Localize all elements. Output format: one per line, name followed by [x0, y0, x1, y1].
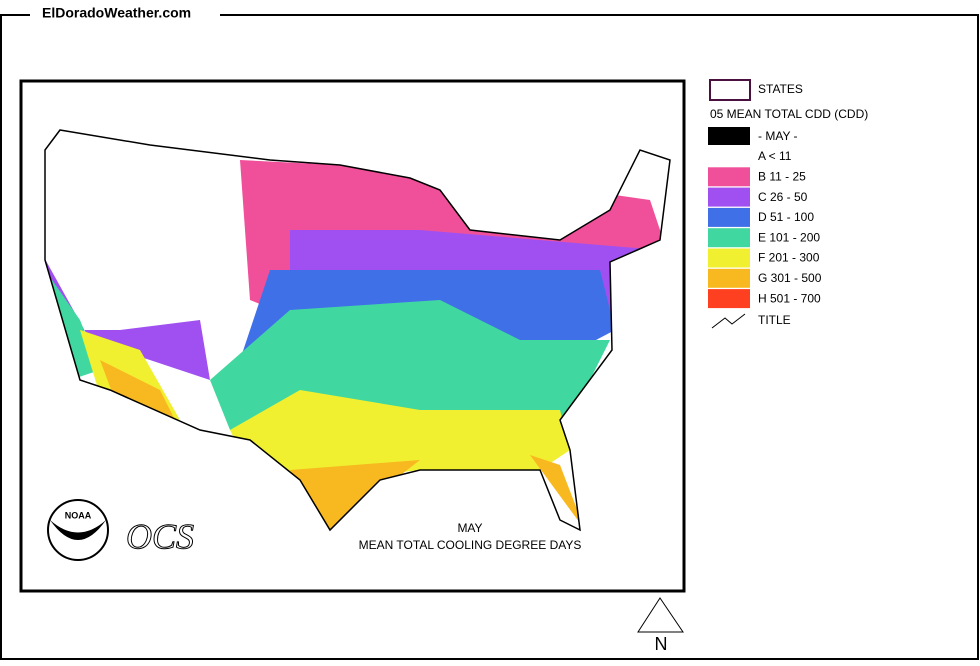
legend-swatch — [708, 228, 750, 248]
legend-swatch — [708, 248, 750, 268]
caption-title: MEAN TOTAL COOLING DEGREE DAYS — [359, 538, 582, 552]
legend-title: TITLE — [758, 313, 791, 327]
ocs-text: OCS — [126, 516, 194, 556]
legend-period: - MAY - — [758, 129, 798, 143]
legend-items: A < 11 B 11 - 25 C 26 - 50 D 51 - 100 E 101 … — [708, 147, 822, 309]
legend-swatch — [708, 268, 750, 288]
legend-swatch — [708, 207, 750, 227]
title-bg — [30, 4, 220, 26]
noaa-logo — [47, 499, 109, 561]
site-title: ElDoradoWeather.com — [42, 5, 191, 21]
outer-frame — [0, 14, 979, 660]
legend-heading: 05 MEAN TOTAL CDD (CDD) — [710, 107, 868, 121]
legend-label: D 51 - 100 — [758, 210, 814, 224]
legend-swatch — [708, 187, 750, 207]
period-swatch — [708, 127, 750, 145]
legend-swatch — [708, 167, 750, 187]
legend-label: C 26 - 50 — [758, 190, 808, 204]
compass-n: N — [655, 634, 668, 654]
noaa-bird — [50, 520, 106, 540]
caption-month: MAY — [457, 521, 482, 535]
legend-swatch — [708, 147, 750, 166]
legend-label: G 301 - 500 — [758, 271, 822, 285]
compass — [637, 597, 684, 633]
noaa-text: NOAA — [65, 510, 92, 520]
legend-label: B 11 - 25 — [758, 169, 806, 183]
title-symbol — [711, 313, 746, 329]
legend-states: STATES — [758, 82, 803, 96]
legend-label: E 101 - 200 — [758, 230, 820, 244]
legend-label: A < 11 — [758, 149, 792, 163]
legend-swatch — [708, 289, 750, 309]
legend-label: H 501 - 700 — [758, 291, 821, 305]
legend-label: F 201 - 300 — [758, 251, 820, 265]
states-swatch — [709, 79, 751, 101]
